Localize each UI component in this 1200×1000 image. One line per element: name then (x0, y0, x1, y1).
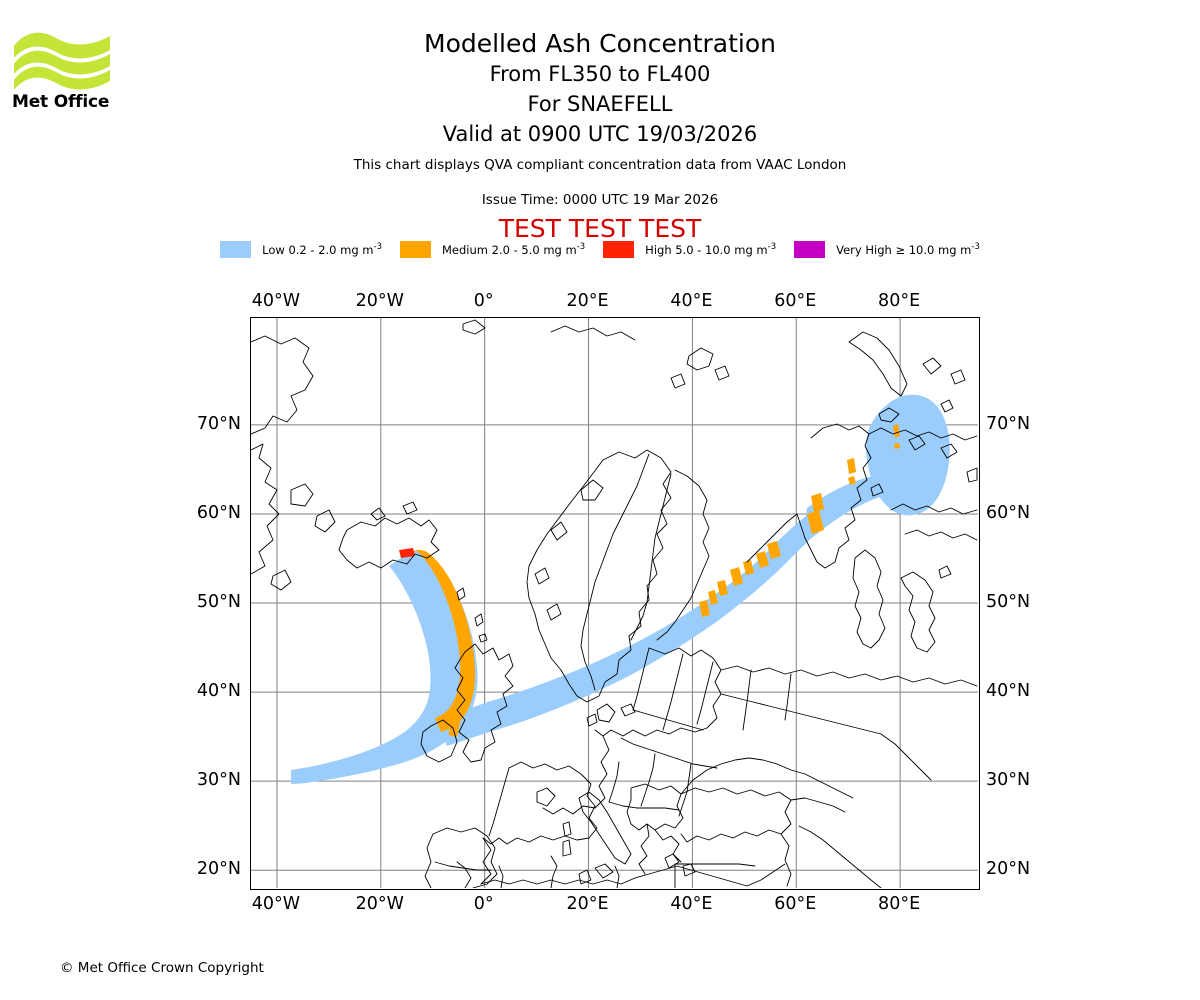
y-tick-label-right: 40°N (986, 681, 1031, 702)
legend-label: Very High ≥ 10.0 mg m-3 (836, 242, 980, 257)
map-container (250, 317, 980, 890)
ash-plume-low (291, 394, 950, 784)
ash-plume-medium (409, 424, 900, 737)
legend-label: High 5.0 - 10.0 mg m-3 (645, 242, 777, 257)
x-tick-label-top: 60°E (774, 291, 817, 311)
map-gridlines (251, 318, 978, 888)
legend-swatch (399, 241, 431, 258)
x-tick-label-bottom: 0° (473, 894, 494, 914)
x-tick-label-bottom: 40°W (251, 894, 301, 914)
map-coastlines (251, 319, 978, 888)
test-banner: TEST TEST TEST (498, 214, 702, 243)
ash-plume-high (399, 548, 415, 558)
qva-note: This chart displays QVA compliant concen… (353, 157, 847, 173)
y-tick-label-left: 60°N (196, 502, 241, 523)
x-tick-label-top: 0° (473, 291, 494, 311)
volcano-name: For SNAEFELL (527, 92, 673, 116)
met-office-waves-icon (14, 32, 110, 90)
flight-level-range: From FL350 to FL400 (489, 62, 711, 86)
x-tick-label-bottom: 80°E (878, 894, 921, 914)
x-tick-label-top: 80°E (878, 291, 921, 311)
legend-item: Medium 2.0 - 5.0 mg m-3 (399, 241, 586, 258)
y-tick-label-left: 20°N (196, 859, 241, 880)
legend-item: High 5.0 - 10.0 mg m-3 (603, 241, 776, 258)
brand-name: Met Office (12, 92, 110, 112)
y-tick-label-right: 20°N (986, 859, 1031, 880)
x-tick-label-bottom: 20°W (355, 894, 404, 914)
y-tick-label-left: 40°N (196, 681, 241, 702)
x-tick-label-bottom: 20°E (566, 894, 609, 914)
map-plot-area (250, 317, 980, 890)
legend-item: Very High ≥ 10.0 mg m-3 (794, 241, 980, 258)
legend-label: Medium 2.0 - 5.0 mg m-3 (441, 242, 586, 257)
copyright-text: © Met Office Crown Copyright (60, 960, 264, 976)
x-tick-label-top: 20°E (566, 291, 609, 311)
y-tick-label-left: 50°N (196, 592, 241, 612)
x-tick-label-top: 40°E (670, 291, 713, 311)
issue-time: Issue Time: 0000 UTC 19 Mar 2026 (481, 192, 719, 208)
map-canvas (251, 318, 978, 888)
y-tick-label-left: 30°N (196, 770, 241, 791)
y-tick-label-right: 70°N (986, 413, 1031, 434)
legend-swatch (603, 241, 635, 258)
legend-swatch (220, 241, 252, 258)
y-tick-label-left: 70°N (196, 413, 241, 434)
legend-label: Low 0.2 - 2.0 mg m-3 (262, 242, 382, 257)
y-tick-label-right: 30°N (986, 770, 1031, 791)
x-tick-label-bottom: 40°E (670, 894, 713, 914)
legend-swatch (794, 241, 826, 258)
x-tick-label-bottom: 60°E (774, 894, 817, 914)
x-tick-label-top: 40°W (251, 291, 301, 311)
y-tick-label-right: 50°N (986, 592, 1031, 612)
valid-time: Valid at 0900 UTC 19/03/2026 (442, 122, 758, 146)
met-office-logo (12, 26, 112, 116)
title-block: Modelled Ash Concentration From FL350 to… (0, 28, 1200, 149)
page-title: Modelled Ash Concentration (424, 29, 776, 58)
x-tick-label-top: 20°W (355, 291, 404, 311)
y-tick-label-right: 60°N (986, 502, 1031, 523)
concentration-legend: Low 0.2 - 2.0 mg m-3 Medium 2.0 - 5.0 mg … (0, 241, 1200, 258)
legend-item: Low 0.2 - 2.0 mg m-3 (220, 241, 382, 258)
